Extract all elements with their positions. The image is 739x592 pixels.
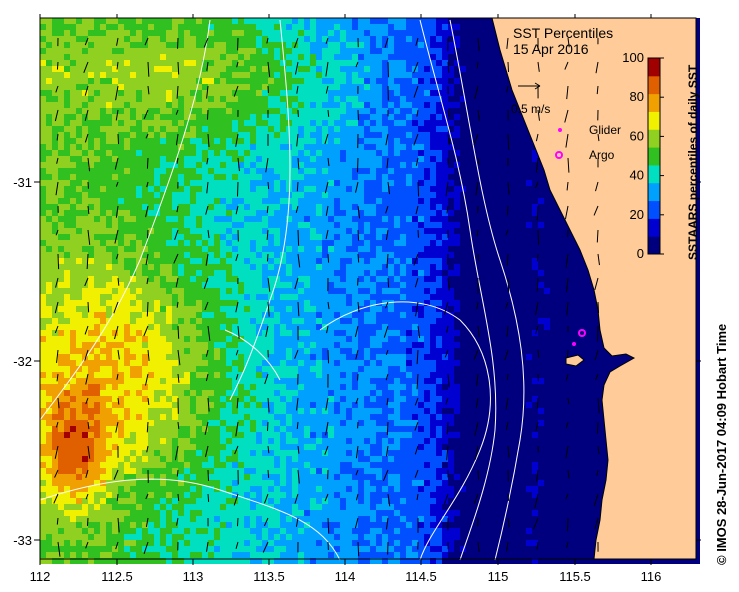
argo-legend-icon	[555, 151, 563, 159]
x-tick-label: 113.5	[253, 569, 285, 584]
colorbar-swatch	[648, 218, 660, 237]
x-tick-label: 114	[335, 569, 356, 584]
y-axis-ticks: -31 -32 -33	[13, 175, 701, 548]
colorbar-tick-label: 100	[622, 50, 644, 65]
vector-scale: 0.5 m/s	[511, 82, 550, 116]
current-vectors	[53, 37, 600, 557]
argo-legend-label: Argo	[589, 148, 615, 162]
vector-scale-label: 0.5 m/s	[511, 102, 550, 116]
x-tick-label: 114.5	[405, 569, 437, 584]
x-axis-ticks: 112 112.5 113 113.5 114 114.5 115 115.5 116	[30, 14, 662, 584]
x-tick-label: 112.5	[101, 569, 133, 584]
x-tick-label: 112	[30, 569, 51, 584]
colorbar-swatch	[648, 147, 660, 166]
rottnest-island	[565, 354, 585, 367]
colorbar-swatch	[648, 75, 660, 95]
colorbar-swatch	[648, 200, 660, 219]
colorbar-swatch	[648, 236, 660, 255]
x-tick-label: 116	[641, 569, 662, 584]
map-date: 15 Apr 2016	[513, 41, 589, 57]
glider-legend-label: Glider	[589, 123, 621, 137]
glider-legend-icon	[558, 128, 562, 132]
colorbar-tick-label: 80	[630, 89, 644, 104]
map-plot-area	[39, 17, 700, 564]
colorbar-tick-label: 40	[630, 168, 644, 183]
credit-text: © IMOS 28-Jun-2017 04:09 Hobart Time	[714, 324, 729, 565]
colorbar-swatch	[648, 93, 660, 112]
colorbar-tick-label: 20	[630, 207, 644, 222]
x-tick-label: 115	[488, 569, 509, 584]
map-frame	[39, 17, 697, 560]
observation-markers	[572, 329, 586, 346]
glider-marker	[572, 342, 576, 346]
land-mass	[491, 17, 697, 560]
colorbar: 0 20 40 60 80 100	[622, 50, 664, 261]
colorbar-swatch	[648, 164, 660, 184]
legend: Glider Argo	[555, 123, 621, 162]
colorbar-swatch	[648, 182, 660, 202]
y-tick-label: -31	[13, 175, 32, 190]
bathymetry-contours	[39, 19, 525, 561]
x-tick-label: 113	[183, 569, 204, 584]
y-tick-label: -33	[13, 533, 32, 548]
argo-marker	[578, 329, 586, 337]
colorbar-label: SSTAARS percentiles of daily SST	[686, 64, 700, 260]
colorbar-swatch	[648, 129, 660, 148]
colorbar-tick-label: 60	[630, 128, 644, 143]
colorbar-swatch	[648, 111, 660, 130]
x-tick-label: 115.5	[559, 569, 591, 584]
map-title: SST Percentiles	[513, 25, 613, 41]
y-tick-label: -32	[13, 354, 32, 369]
colorbar-tick-label: 0	[637, 246, 644, 261]
colorbar-swatch	[648, 58, 660, 77]
